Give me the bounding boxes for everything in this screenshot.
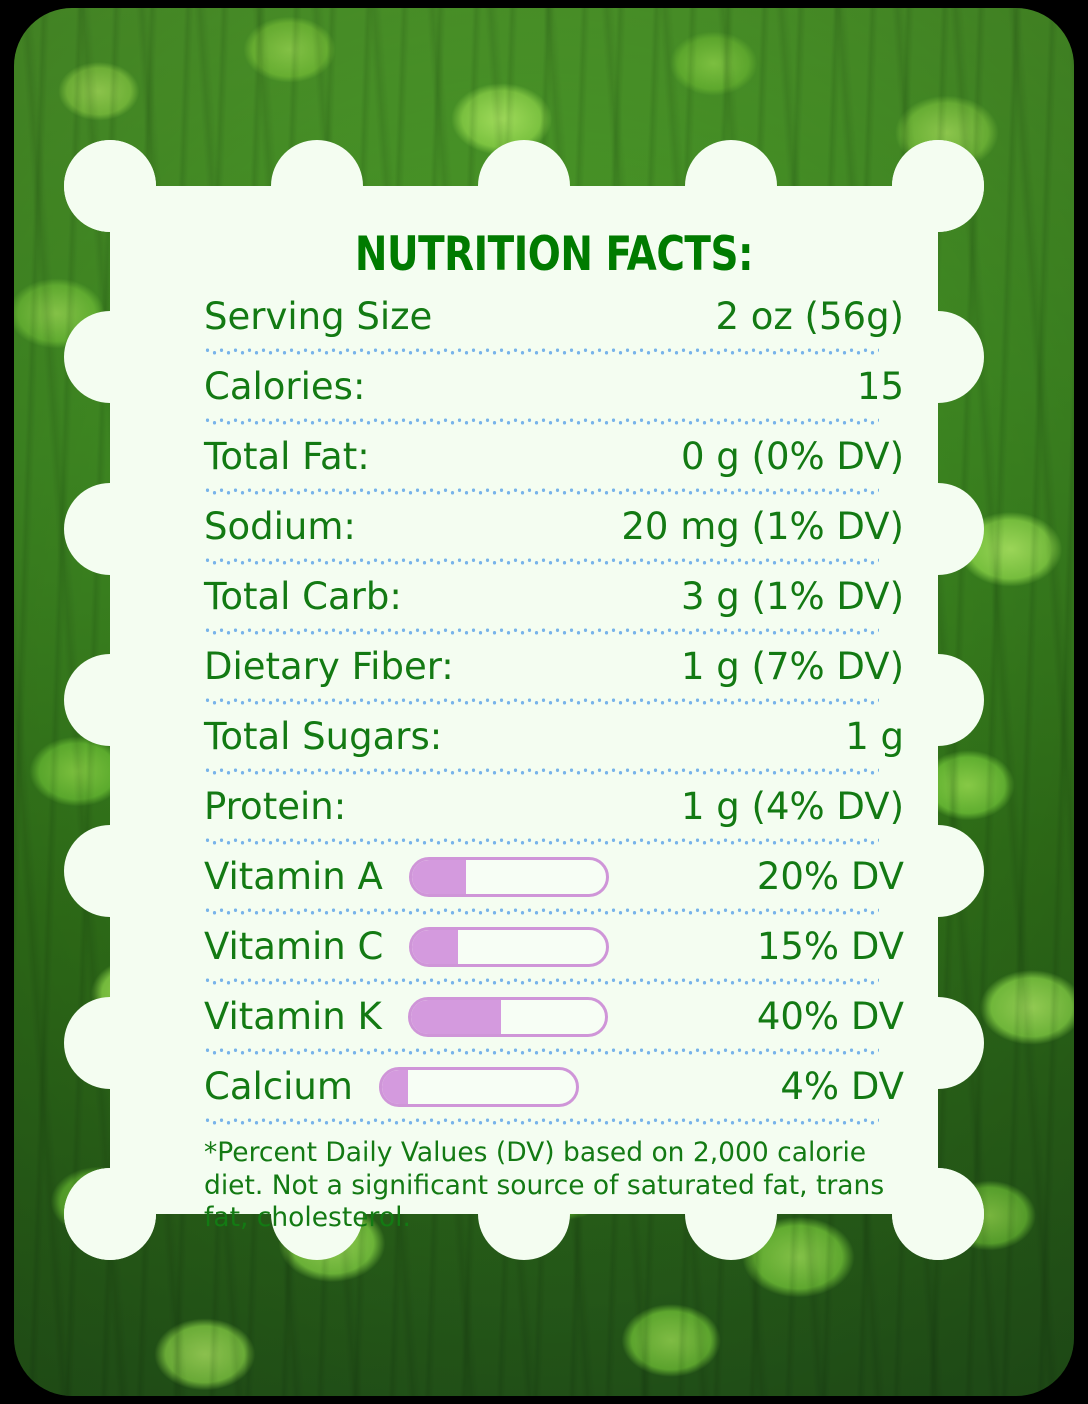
vitamin-label: Vitamin A xyxy=(204,855,383,899)
dv-progress-bar xyxy=(407,996,608,1037)
vitamin-label: Calcium xyxy=(204,1065,353,1109)
nutrient-label: Protein: xyxy=(204,785,347,829)
nutrient-label: Total Fat: xyxy=(204,435,370,479)
row-divider xyxy=(204,488,879,496)
row-divider xyxy=(204,558,879,566)
dv-progress-fill xyxy=(412,929,459,964)
table-row: Total Sugars: 1 g xyxy=(204,705,904,768)
row-divider xyxy=(204,768,879,776)
row-divider xyxy=(204,348,879,356)
dv-progress-fill xyxy=(381,1069,409,1104)
table-row: Vitamin A 20% DV xyxy=(204,845,904,908)
vitamin-value: 4% DV xyxy=(780,1065,904,1109)
table-row: Total Fat: 0 g (0% DV) xyxy=(204,425,904,488)
nutrient-label: Calories: xyxy=(204,365,366,409)
nutrient-value: 3 g (1% DV) xyxy=(680,575,904,619)
row-divider xyxy=(204,1048,879,1056)
nutrient-value: 1 g (7% DV) xyxy=(680,645,904,689)
table-row: Calcium 4% DV xyxy=(204,1055,904,1118)
nutrition-facts-card: NUTRITION FACTS: Serving Size 2 oz (56g) C… xyxy=(64,140,984,1260)
table-row: Total Carb: 3 g (1% DV) xyxy=(204,565,904,628)
row-divider xyxy=(204,838,879,846)
row-divider xyxy=(204,1118,879,1126)
vitamin-value: 40% DV xyxy=(756,995,904,1039)
dv-progress-fill xyxy=(410,999,501,1034)
table-row: Dietary Fiber: 1 g (7% DV) xyxy=(204,635,904,698)
footnote-text: *Percent Daily Values (DV) based on 2,00… xyxy=(204,1137,885,1233)
table-row: Calories: 15 xyxy=(204,355,904,418)
nutrient-value: 0 g (0% DV) xyxy=(680,435,904,479)
nutrient-label: Serving Size xyxy=(204,295,433,339)
row-divider xyxy=(204,418,879,426)
page-title: NUTRITION FACTS: xyxy=(354,227,754,282)
nutrient-value: 2 oz (56g) xyxy=(715,295,904,339)
row-divider xyxy=(204,978,879,986)
nutrient-value: 20 mg (1% DV) xyxy=(621,505,904,549)
row-divider xyxy=(204,698,879,706)
dv-progress-fill xyxy=(411,859,467,894)
vitamin-label: Vitamin K xyxy=(204,995,382,1039)
table-row: Sodium: 20 mg (1% DV) xyxy=(204,495,904,558)
row-divider xyxy=(204,628,879,636)
nutrient-label: Sodium: xyxy=(204,505,356,549)
vitamin-value: 15% DV xyxy=(756,925,904,969)
nutrient-value: 1 g (4% DV) xyxy=(680,785,904,829)
vitamin-label: Vitamin C xyxy=(204,925,384,969)
vitamin-value: 20% DV xyxy=(756,855,904,899)
dv-progress-bar xyxy=(378,1066,579,1107)
dv-progress-bar xyxy=(409,926,610,967)
table-row: Vitamin C 15% DV xyxy=(204,915,904,978)
nutrient-value: 1 g xyxy=(845,715,904,759)
nutrition-rows: Serving Size 2 oz (56g) Calories: 15 Total F… xyxy=(204,285,904,1126)
nutrient-label: Total Carb: xyxy=(204,575,402,619)
nutrient-value: 15 xyxy=(856,365,904,409)
table-row: Vitamin K 40% DV xyxy=(204,985,904,1048)
nutrient-label: Dietary Fiber: xyxy=(204,645,454,689)
row-divider xyxy=(204,908,879,916)
table-row: Serving Size 2 oz (56g) xyxy=(204,285,904,348)
table-row: Protein: 1 g (4% DV) xyxy=(204,775,904,838)
card-content: NUTRITION FACTS: Serving Size 2 oz (56g) C… xyxy=(204,230,904,1234)
dv-progress-bar xyxy=(408,856,609,897)
nutrient-label: Total Sugars: xyxy=(204,715,443,759)
